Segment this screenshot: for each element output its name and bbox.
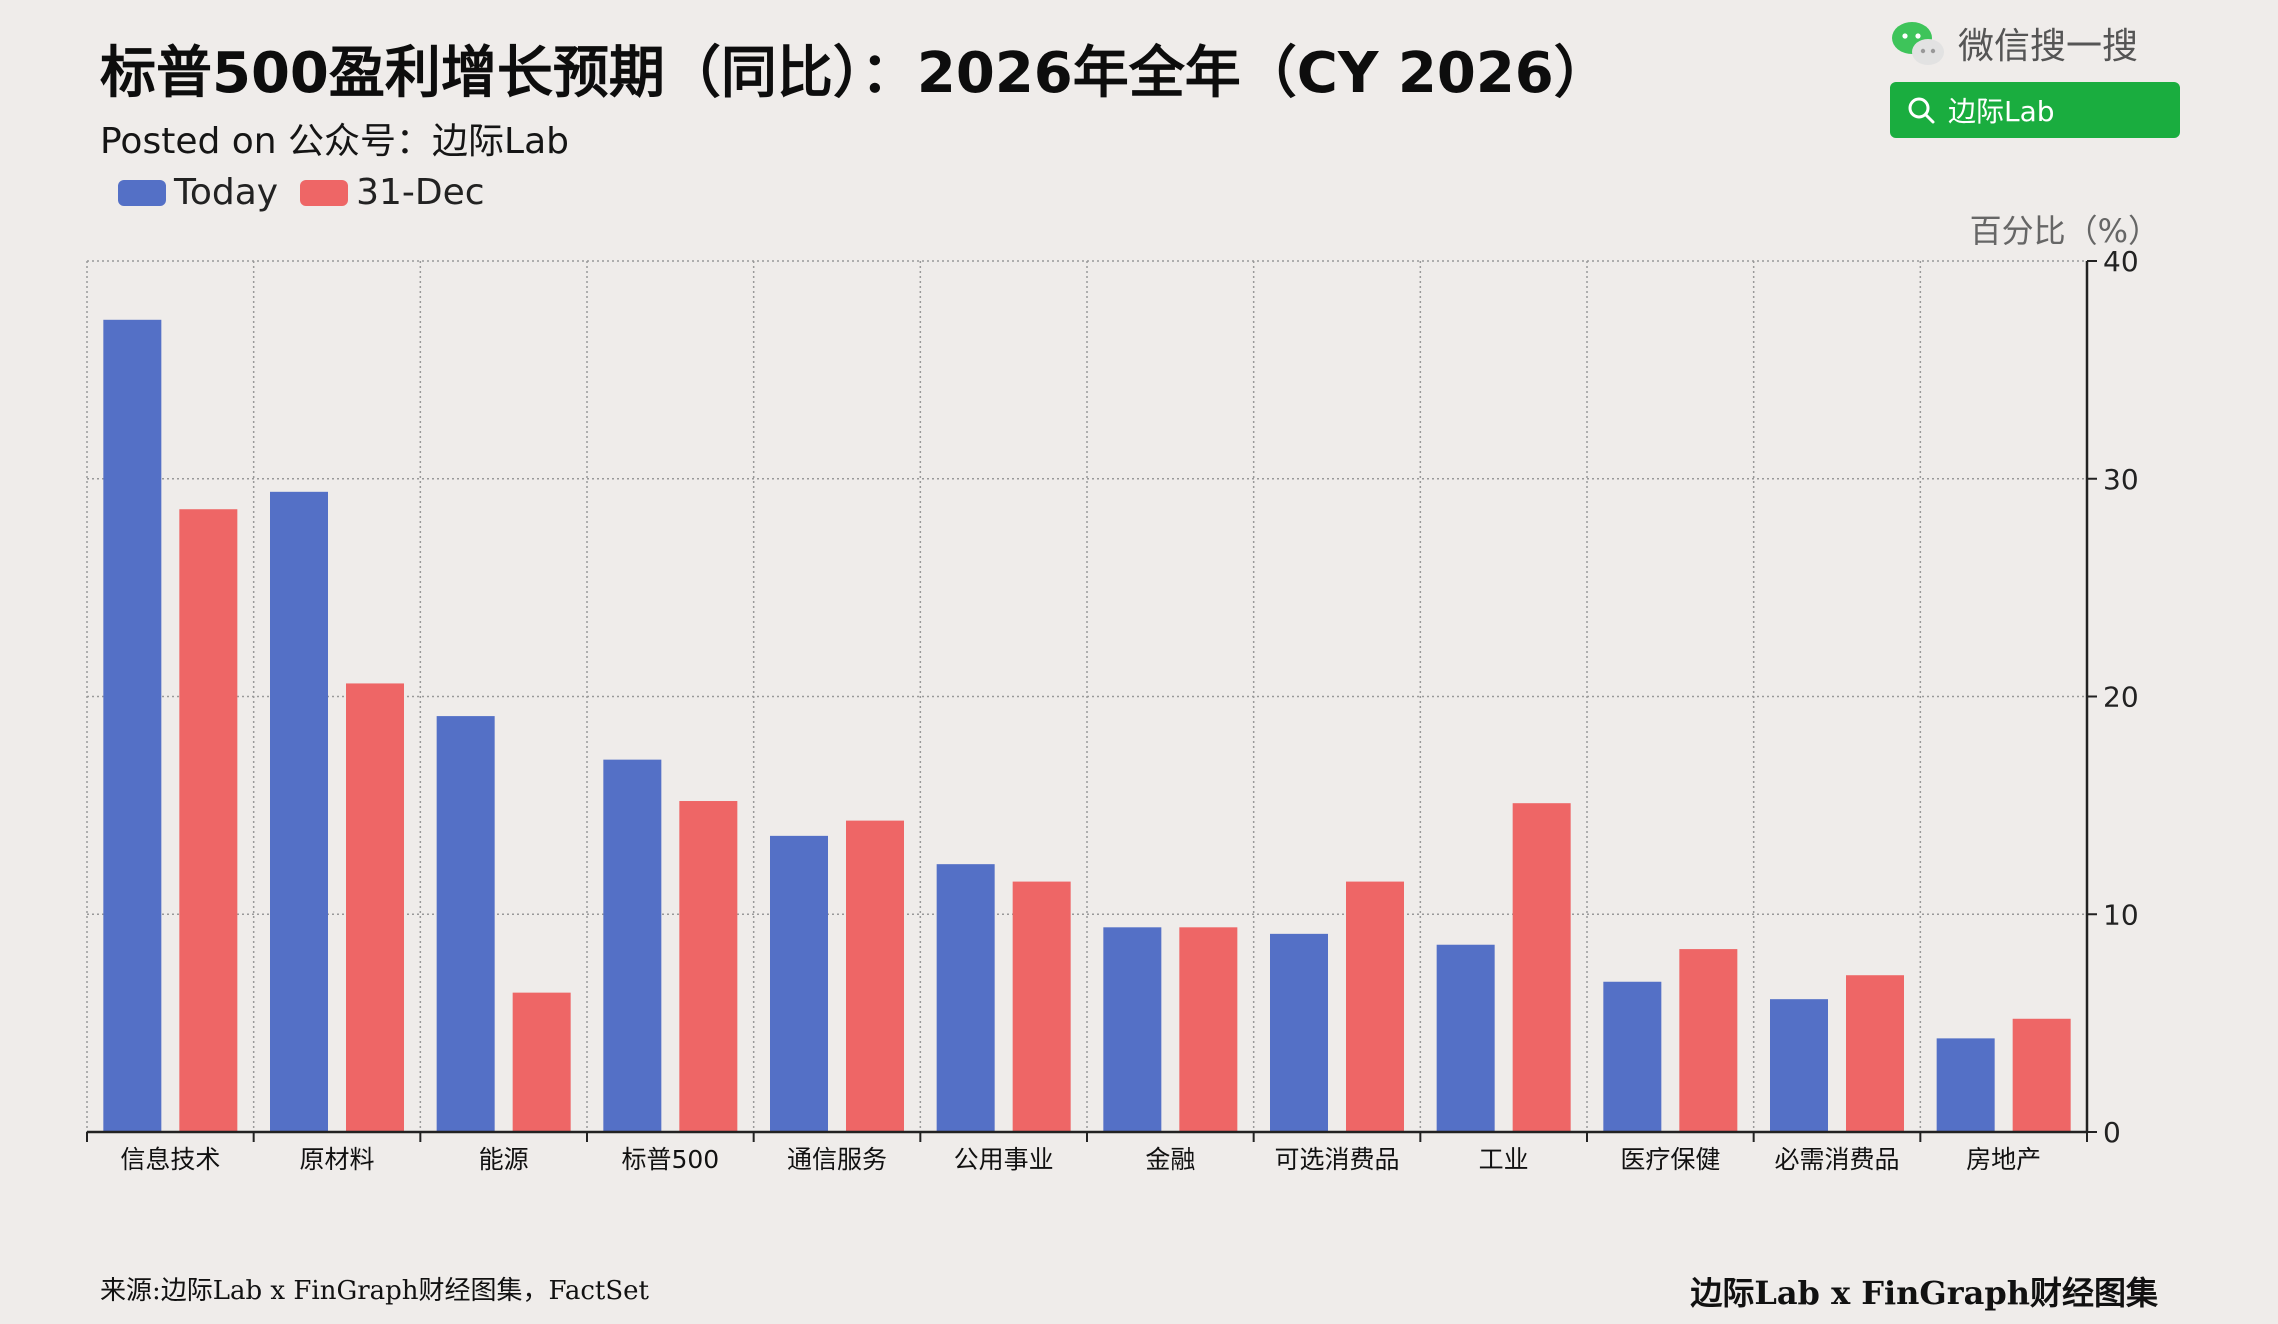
wechat-search-widget: 微信搜一搜 边际Lab — [1890, 14, 2190, 138]
chart-legend: Today 31-Dec — [118, 172, 507, 213]
x-tick-label: 房地产 — [1966, 1145, 2041, 1174]
legend-swatch-31-dec — [300, 179, 349, 206]
search-icon — [1908, 97, 1935, 124]
legend-label-31-dec: 31-Dec — [356, 172, 485, 213]
x-tick-label: 通信服务 — [787, 1145, 887, 1174]
bar-today[interactable] — [770, 835, 828, 1132]
wechat-search-box[interactable]: 边际Lab — [1890, 82, 2180, 138]
bar-today[interactable] — [1103, 927, 1162, 1132]
x-tick-label: 标普500 — [621, 1145, 719, 1174]
bar-today[interactable] — [603, 759, 662, 1132]
bar-31-dec[interactable] — [1346, 881, 1404, 1132]
bar-today[interactable] — [1770, 999, 1828, 1132]
bar-31-dec[interactable] — [512, 992, 571, 1132]
x-tick-label: 信息技术 — [120, 1145, 220, 1174]
bar-31-dec[interactable] — [346, 683, 404, 1132]
bar-31-dec[interactable] — [1179, 927, 1238, 1132]
legend-item-31-dec[interactable]: 31-Dec — [300, 172, 485, 213]
bar-31-dec[interactable] — [1512, 803, 1571, 1132]
x-tick-label: 工业 — [1479, 1145, 1529, 1174]
bar-today[interactable] — [1270, 933, 1328, 1132]
bar-today[interactable] — [936, 864, 995, 1132]
y-tick-label: 0 — [2103, 1116, 2121, 1149]
bar-today[interactable] — [1603, 981, 1662, 1132]
bar-today[interactable] — [1936, 1038, 1995, 1132]
source-note: 来源:边际Lab x FinGraph财经图集，FactSet — [100, 1276, 649, 1306]
bar-today[interactable] — [1436, 944, 1495, 1132]
wechat-icon — [1892, 22, 1944, 65]
bar-31-dec[interactable] — [1846, 975, 1904, 1132]
x-tick-label: 原材料 — [299, 1145, 374, 1174]
bar-today[interactable] — [103, 319, 162, 1133]
y-tick-label: 20 — [2103, 681, 2139, 714]
bar-31-dec[interactable] — [179, 509, 238, 1132]
bar-31-dec[interactable] — [1679, 949, 1738, 1132]
brand-credit: 边际Lab x FinGraph财经图集 — [1690, 1274, 2158, 1312]
bar-today[interactable] — [436, 716, 495, 1132]
y-tick-label: 10 — [2103, 898, 2139, 931]
page-title: 标普500盈利增长预期（同比）：2026年全年（CY 2026） — [100, 41, 1610, 106]
y-tick-label: 40 — [2103, 245, 2139, 278]
bar-31-dec[interactable] — [2012, 1018, 2071, 1132]
legend-label-today: Today — [174, 172, 279, 213]
wechat-label: 微信搜一搜 — [1958, 26, 2139, 67]
x-tick-label: 金融 — [1145, 1145, 1195, 1174]
bar-31-dec[interactable] — [679, 801, 738, 1132]
x-tick-label: 医疗保健 — [1620, 1145, 1720, 1174]
bar-today[interactable] — [270, 491, 328, 1132]
page-subtitle: Posted on 公众号：边际Lab — [100, 121, 570, 162]
legend-item-today[interactable]: Today — [118, 172, 278, 213]
bar-31-dec[interactable] — [1012, 881, 1071, 1132]
x-tick-label: 能源 — [479, 1145, 529, 1174]
x-tick-label: 必需消费品 — [1774, 1145, 1899, 1174]
bar-31-dec[interactable] — [846, 820, 904, 1132]
x-tick-label: 可选消费品 — [1274, 1145, 1399, 1174]
wechat-search-text: 边际Lab — [1948, 95, 2055, 128]
y-axis-label: 百分比（%） — [1970, 212, 2160, 250]
legend-swatch-today — [118, 179, 166, 206]
x-tick-label: 公用事业 — [954, 1145, 1054, 1174]
y-tick-label: 30 — [2103, 463, 2139, 496]
